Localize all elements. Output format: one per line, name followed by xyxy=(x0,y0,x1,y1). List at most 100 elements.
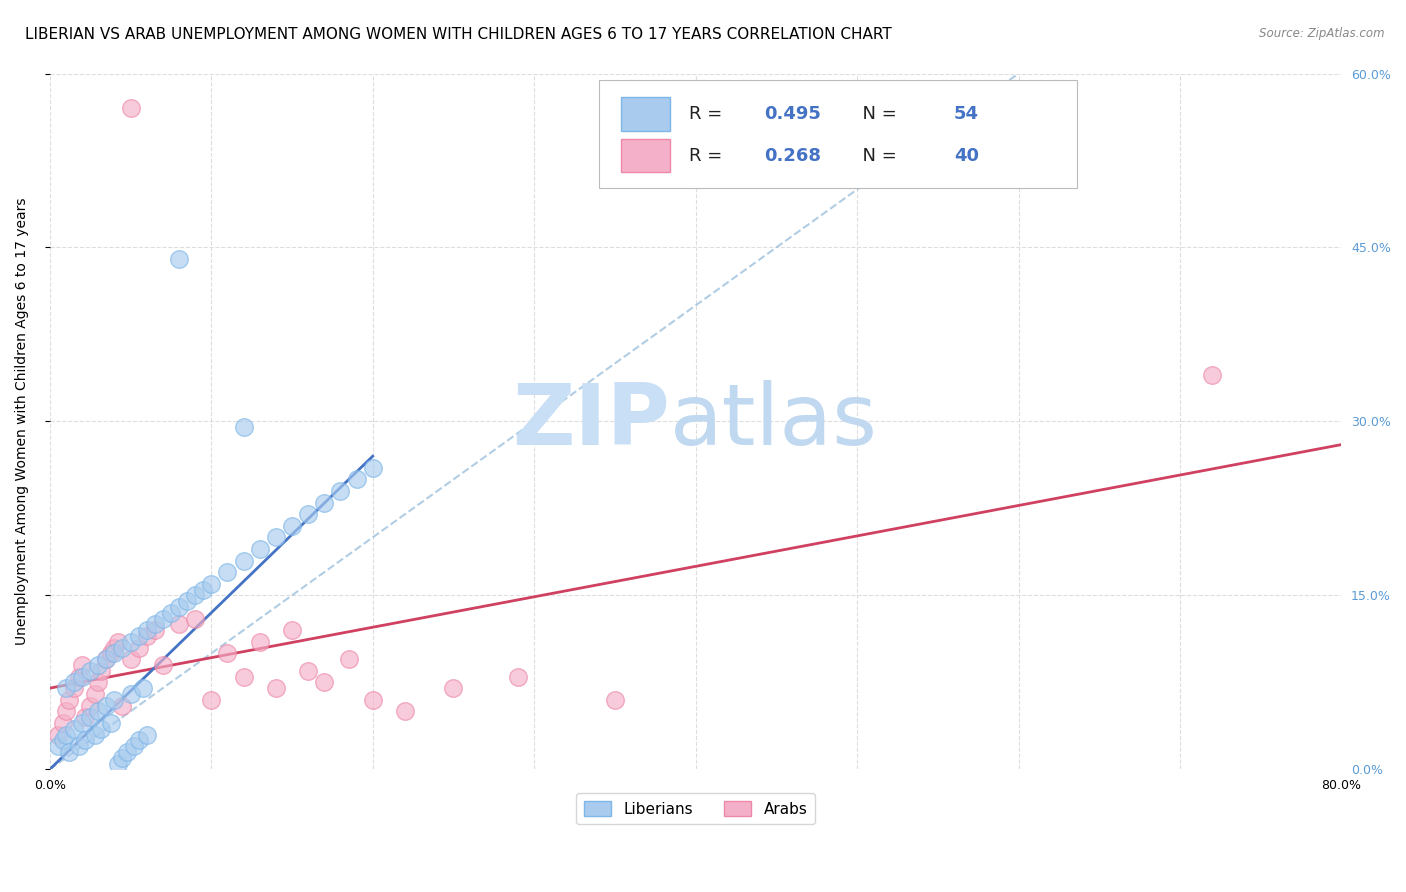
Text: 0.268: 0.268 xyxy=(763,146,821,165)
Point xyxy=(314,495,336,509)
Point xyxy=(75,733,97,747)
Point xyxy=(184,611,207,625)
Point xyxy=(111,698,134,713)
Point xyxy=(55,681,77,695)
Point xyxy=(84,727,107,741)
Point xyxy=(193,582,215,597)
Text: 40: 40 xyxy=(953,146,979,165)
Point xyxy=(128,640,150,655)
Point xyxy=(58,745,80,759)
Point xyxy=(100,646,122,660)
Point xyxy=(79,664,101,678)
Point xyxy=(132,681,155,695)
Point xyxy=(67,739,90,753)
Y-axis label: Unemployment Among Women with Children Ages 6 to 17 years: Unemployment Among Women with Children A… xyxy=(15,198,30,645)
Point xyxy=(58,692,80,706)
Point xyxy=(52,733,75,747)
Bar xyxy=(620,139,669,172)
FancyBboxPatch shape xyxy=(599,80,1077,188)
Point xyxy=(122,739,145,753)
Point xyxy=(135,623,157,637)
Point xyxy=(90,664,112,678)
Point xyxy=(103,692,125,706)
Text: ZIP: ZIP xyxy=(512,380,669,463)
Point xyxy=(314,675,336,690)
Point xyxy=(120,101,142,115)
Point xyxy=(70,657,93,672)
Point xyxy=(135,727,157,741)
Point xyxy=(128,629,150,643)
Text: R =: R = xyxy=(689,146,728,165)
Point xyxy=(120,687,142,701)
Point xyxy=(67,669,90,683)
Text: R =: R = xyxy=(689,105,728,123)
Point xyxy=(70,669,93,683)
Point xyxy=(264,681,287,695)
Bar xyxy=(620,97,669,130)
Point xyxy=(346,472,368,486)
Point xyxy=(143,617,166,632)
Point xyxy=(176,594,198,608)
Text: N =: N = xyxy=(851,146,903,165)
Point xyxy=(100,715,122,730)
Point xyxy=(264,530,287,544)
Point xyxy=(361,692,384,706)
Point xyxy=(63,675,86,690)
Text: Source: ZipAtlas.com: Source: ZipAtlas.com xyxy=(1260,27,1385,40)
Point xyxy=(443,681,465,695)
Point xyxy=(337,652,360,666)
Point xyxy=(120,652,142,666)
Point xyxy=(1201,368,1223,382)
Point xyxy=(143,623,166,637)
Point xyxy=(87,675,110,690)
Point xyxy=(96,652,118,666)
Point xyxy=(232,669,254,683)
Point xyxy=(117,745,139,759)
Point xyxy=(75,710,97,724)
Point xyxy=(361,460,384,475)
Point xyxy=(90,722,112,736)
Point xyxy=(96,652,118,666)
Point xyxy=(103,640,125,655)
Point xyxy=(249,634,271,648)
Point xyxy=(55,727,77,741)
Legend: Liberians, Arabs: Liberians, Arabs xyxy=(576,793,815,824)
Point xyxy=(111,640,134,655)
Point xyxy=(84,687,107,701)
Point xyxy=(96,698,118,713)
Point xyxy=(46,727,69,741)
Point xyxy=(111,750,134,764)
Point xyxy=(329,483,352,498)
Point xyxy=(152,611,174,625)
Point xyxy=(297,507,319,521)
Point xyxy=(103,646,125,660)
Point xyxy=(603,692,626,706)
Point xyxy=(120,634,142,648)
Point xyxy=(79,698,101,713)
Point xyxy=(232,420,254,434)
Point xyxy=(79,710,101,724)
Point xyxy=(394,704,416,718)
Text: N =: N = xyxy=(851,105,903,123)
Text: 0.495: 0.495 xyxy=(763,105,821,123)
Point xyxy=(160,606,183,620)
Point xyxy=(506,669,529,683)
Point xyxy=(55,704,77,718)
Point xyxy=(87,704,110,718)
Point xyxy=(167,252,190,266)
Point xyxy=(249,541,271,556)
Point xyxy=(63,681,86,695)
Point xyxy=(135,629,157,643)
Point xyxy=(200,576,222,591)
Point xyxy=(107,634,129,648)
Point xyxy=(281,623,304,637)
Point xyxy=(217,646,239,660)
Point xyxy=(297,664,319,678)
Point xyxy=(232,553,254,567)
Point xyxy=(167,599,190,614)
Point xyxy=(167,617,190,632)
Point xyxy=(52,715,75,730)
Point xyxy=(217,565,239,579)
Point xyxy=(70,715,93,730)
Point xyxy=(107,756,129,771)
